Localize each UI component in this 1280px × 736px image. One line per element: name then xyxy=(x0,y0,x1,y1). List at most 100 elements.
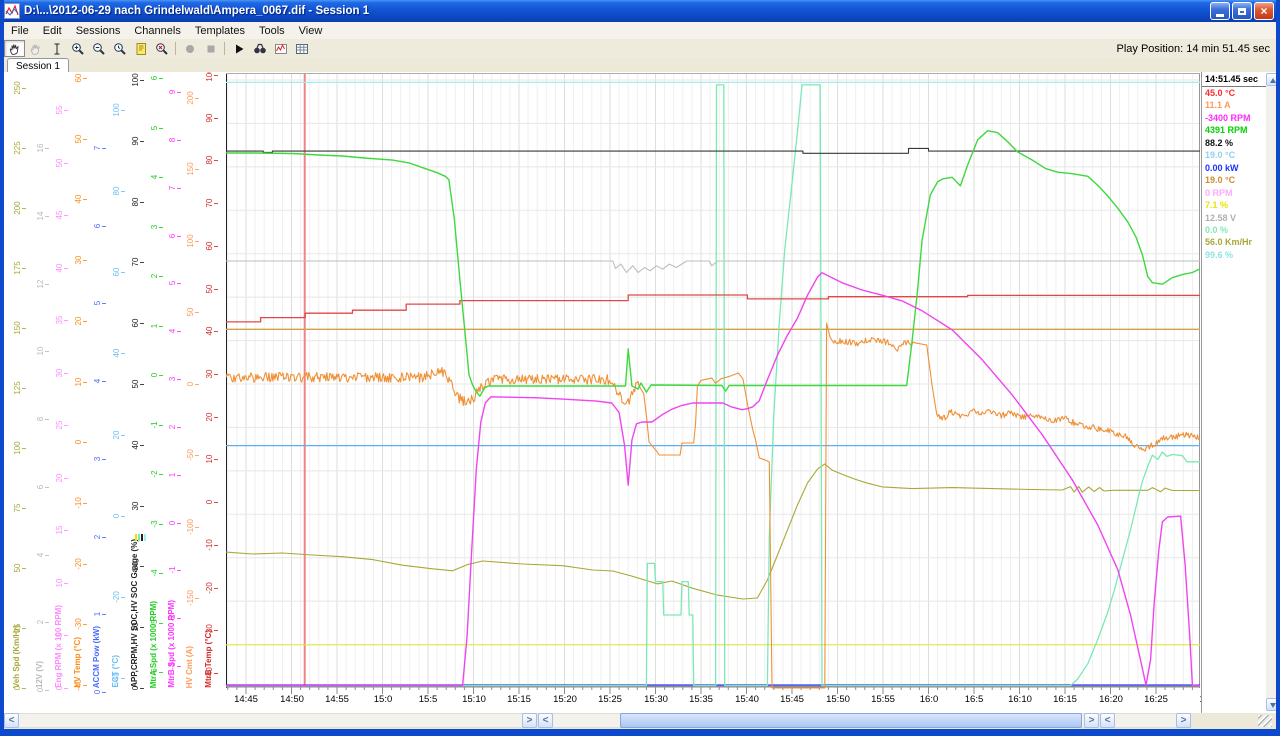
time-tick-label: 15:30 xyxy=(639,694,673,705)
value-axes-panel: 2502252001751501251007550250Veh Spd (Km/… xyxy=(4,72,225,713)
zoom-in-button[interactable] xyxy=(67,40,88,57)
axis-tick-label: 200 xyxy=(187,91,195,104)
tab-label: Session 1 xyxy=(16,61,60,72)
axis-tick-label: 40 xyxy=(206,327,214,336)
cursor-tool-button[interactable] xyxy=(46,40,67,57)
axis-tick-mark xyxy=(159,524,163,525)
minimize-button[interactable] xyxy=(1210,2,1230,20)
legend-value-app: 7.1 % xyxy=(1205,200,1228,210)
chart-view-button[interactable] xyxy=(270,40,291,57)
menu-tools[interactable]: Tools xyxy=(252,24,292,38)
axis-tick-label: 6 xyxy=(94,224,102,228)
menu-edit[interactable]: Edit xyxy=(36,24,69,38)
axis-tick-mark xyxy=(140,506,144,507)
axis-tick-mark xyxy=(177,140,181,141)
app-window: D:\...\2012-06-29 nach Grindelwald\Amper… xyxy=(0,0,1280,736)
axis-tick-label: 4 xyxy=(169,329,177,333)
axis-tick-label: 0 xyxy=(37,688,45,692)
chart-canvas xyxy=(226,73,1200,697)
axis-tick-label: -20 xyxy=(113,591,121,603)
axis-tick-mark xyxy=(121,678,125,679)
note-icon xyxy=(133,41,149,57)
legend-scroll-up-icon[interactable] xyxy=(1266,73,1279,86)
menu-file[interactable]: File xyxy=(4,24,36,38)
table-view-button[interactable] xyxy=(291,40,312,57)
axis-tick-mark xyxy=(159,672,163,673)
close-button[interactable]: × xyxy=(1254,2,1274,20)
pan-tool-button[interactable] xyxy=(4,40,25,57)
menu-sessions[interactable]: Sessions xyxy=(69,24,128,38)
axis-tick-mark xyxy=(214,588,218,589)
axis-tick-mark xyxy=(22,688,26,689)
axes-scroll-left-icon[interactable]: < xyxy=(4,713,19,728)
plot-area[interactable]: 14:4514:5014:5515:015:515:1015:1515:2015… xyxy=(226,73,1200,713)
axis-tick-mark xyxy=(121,435,125,436)
legend-value-crpm: 0.0 % xyxy=(1205,225,1228,235)
axis-tick-mark xyxy=(102,614,106,615)
plot-scroll-left-icon[interactable]: < xyxy=(538,713,553,728)
axes-scroll-right-icon[interactable]: > xyxy=(522,713,537,728)
time-tick-label: 14:50 xyxy=(275,694,309,705)
tab-row: Session 1 xyxy=(4,58,1276,73)
axis-tick-mark xyxy=(83,382,87,383)
menu-view[interactable]: View xyxy=(292,24,330,38)
axis-tick-label: -100 xyxy=(187,519,195,535)
title-bar[interactable]: D:\...\2012-06-29 nach Grindelwald\Amper… xyxy=(0,0,1280,22)
notes-button[interactable] xyxy=(130,40,151,57)
axis-tick-label: 0 xyxy=(187,382,195,386)
axis-tick-label: -4 xyxy=(151,569,159,576)
time-tick-label: 16:20 xyxy=(1094,694,1128,705)
axis-tick-mark xyxy=(214,331,218,332)
legend-value-mtra-spd: 4391 RPM xyxy=(1205,125,1248,135)
axis-tick-mark xyxy=(22,148,26,149)
zoom-cancel-button[interactable] xyxy=(151,40,172,57)
axis-tick-label: -10 xyxy=(75,497,83,509)
axis-tick-mark xyxy=(121,353,125,354)
legend-scroll-down-icon[interactable] xyxy=(1266,698,1279,711)
axis-tick-label: 10 xyxy=(206,455,214,464)
axis-tick-label: 225 xyxy=(14,141,22,154)
legend-scroll-track[interactable] xyxy=(1266,86,1279,698)
find-button[interactable] xyxy=(249,40,270,57)
axis-tick-mark xyxy=(177,523,181,524)
axis-tick-mark xyxy=(140,262,144,263)
axis-tick-mark xyxy=(64,373,68,374)
legend-hscroll-right-icon[interactable]: > xyxy=(1176,713,1191,728)
tab-session-1[interactable]: Session 1 xyxy=(7,58,69,73)
hand-disabled-icon xyxy=(28,41,44,57)
axis-tick-label: 4 xyxy=(94,379,102,383)
axis-tick-label: 40 xyxy=(132,441,140,450)
axis-tick-mark xyxy=(22,268,26,269)
axis-tick-mark xyxy=(177,379,181,380)
series-batt-12v xyxy=(226,261,1200,273)
axis-tick-mark xyxy=(140,688,144,689)
zoom-out-button[interactable] xyxy=(88,40,109,57)
play-button[interactable] xyxy=(228,40,249,57)
axis-tick-mark xyxy=(177,236,181,237)
axis-tick-mark xyxy=(83,321,87,322)
menu-templates[interactable]: Templates xyxy=(188,24,252,38)
maximize-button[interactable] xyxy=(1232,2,1252,20)
series-veh-spd xyxy=(226,464,1200,599)
legend-hscroll-left-icon[interactable]: < xyxy=(1100,713,1115,728)
menu-channels[interactable]: Channels xyxy=(127,24,187,38)
plot-scroll-right-icon[interactable]: > xyxy=(1084,713,1099,728)
axis-tick-mark xyxy=(22,508,26,509)
axis-tick-label: -20 xyxy=(206,582,214,594)
play-position-label: Play Position: 14 min 51.45 sec xyxy=(1117,43,1276,55)
axes-scrollbar-track[interactable] xyxy=(4,713,537,728)
axis-tick-label: 4 xyxy=(37,553,45,557)
resize-grip[interactable] xyxy=(1258,715,1272,727)
axis-tick-mark xyxy=(214,75,218,76)
axis-tick-label: 8 xyxy=(169,138,177,142)
axis-tick-mark xyxy=(64,635,68,636)
axis-tick-label: 20 xyxy=(56,474,64,483)
axis-tick-label: 15 xyxy=(56,526,64,535)
axis-tick-mark xyxy=(214,459,218,460)
axis-tick-label: -1 xyxy=(169,566,177,573)
axis-tick-mark xyxy=(64,163,68,164)
zoom-time-button[interactable] xyxy=(109,40,130,57)
axis-title: MtrA Spd (x 1000 RPM) xyxy=(149,601,158,688)
axis-tick-label: 100 xyxy=(132,73,140,86)
plot-scrollbar-thumb[interactable] xyxy=(620,713,1082,728)
